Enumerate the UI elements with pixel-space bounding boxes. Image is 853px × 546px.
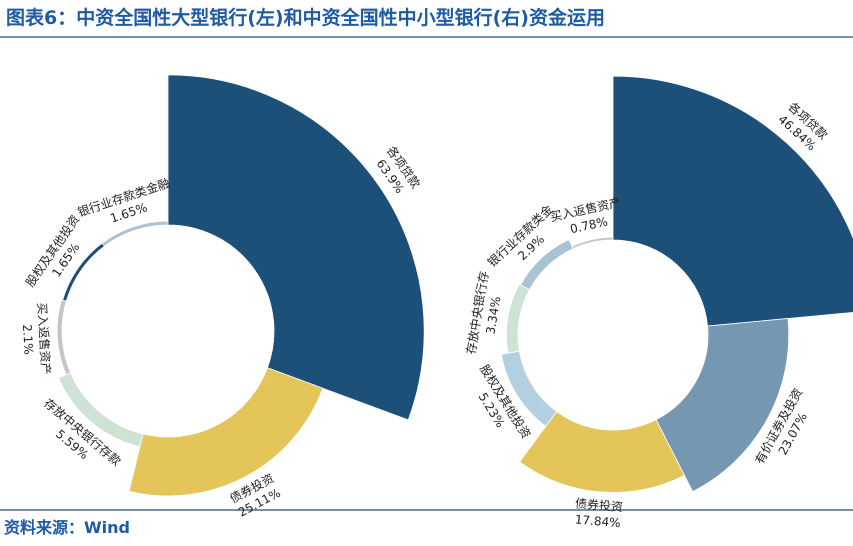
value-label: 2.1%	[20, 324, 36, 355]
category-label: 买入返售资产	[35, 302, 54, 375]
pie-slice	[167, 74, 425, 421]
pie-slice	[58, 372, 144, 448]
source: 资料来源：Wind	[4, 518, 130, 537]
value-label: 17.84%	[574, 512, 621, 530]
pie-slice	[612, 75, 853, 327]
pie-slice	[128, 367, 324, 497]
pie-slice	[56, 299, 72, 376]
pie-slice	[505, 283, 531, 354]
value-label: 3.34%	[483, 295, 503, 335]
category-label: 债券投资	[575, 495, 624, 514]
pie-slice	[571, 236, 614, 250]
pie-slice	[101, 220, 169, 247]
pie-slice	[655, 318, 790, 493]
pie-slice	[500, 350, 558, 427]
chart-title: 图表6：中资全国性大型银行(左)和中资全国性中小型银行(右)资金运用	[6, 6, 605, 29]
pie-slice	[519, 410, 685, 493]
pie-slice	[520, 238, 574, 291]
